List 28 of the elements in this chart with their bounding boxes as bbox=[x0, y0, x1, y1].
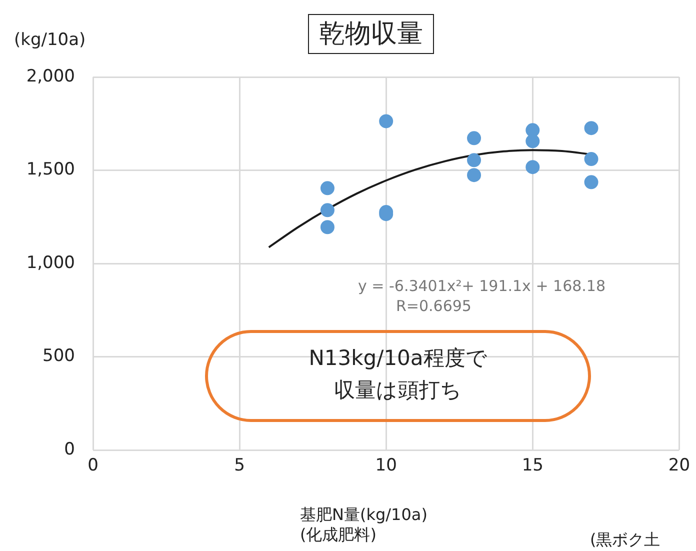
x-tick-label: 20 bbox=[668, 456, 690, 476]
point bbox=[379, 114, 394, 128]
point bbox=[320, 220, 334, 234]
x-tick-label: 5 bbox=[234, 456, 245, 476]
point bbox=[526, 160, 540, 174]
x-tick-label: 10 bbox=[375, 456, 397, 476]
point bbox=[320, 181, 334, 196]
y-tick-label: 1,500 bbox=[26, 160, 75, 180]
point bbox=[467, 153, 482, 168]
point bbox=[584, 121, 598, 136]
point bbox=[584, 175, 598, 190]
y-tick-label: 2,000 bbox=[26, 66, 75, 86]
point bbox=[584, 152, 598, 166]
chart-title: 乾物収量 bbox=[308, 14, 434, 54]
y-tick-label: 0 bbox=[64, 439, 75, 460]
y-axis-title: (kg/10a) bbox=[14, 30, 86, 50]
annotation: y = -6.3401x²+ 191.1x + 168.18 R=0.6695 bbox=[358, 276, 606, 316]
point bbox=[320, 203, 334, 218]
point bbox=[467, 131, 482, 146]
point bbox=[467, 168, 482, 182]
x-tick-label: 0 bbox=[88, 456, 98, 476]
annotation: N13kg/10a程度で収量は頭打ち bbox=[308, 345, 488, 404]
point bbox=[526, 134, 540, 148]
y-tick-label: 1,000 bbox=[26, 252, 75, 273]
text: (黒ボク土 bbox=[590, 530, 660, 551]
x-tick-label: 15 bbox=[522, 456, 544, 476]
x-axis-title: 基肥N量(kg/10a) (化成肥料) bbox=[300, 505, 428, 545]
y-tick-label: 500 bbox=[42, 346, 75, 366]
